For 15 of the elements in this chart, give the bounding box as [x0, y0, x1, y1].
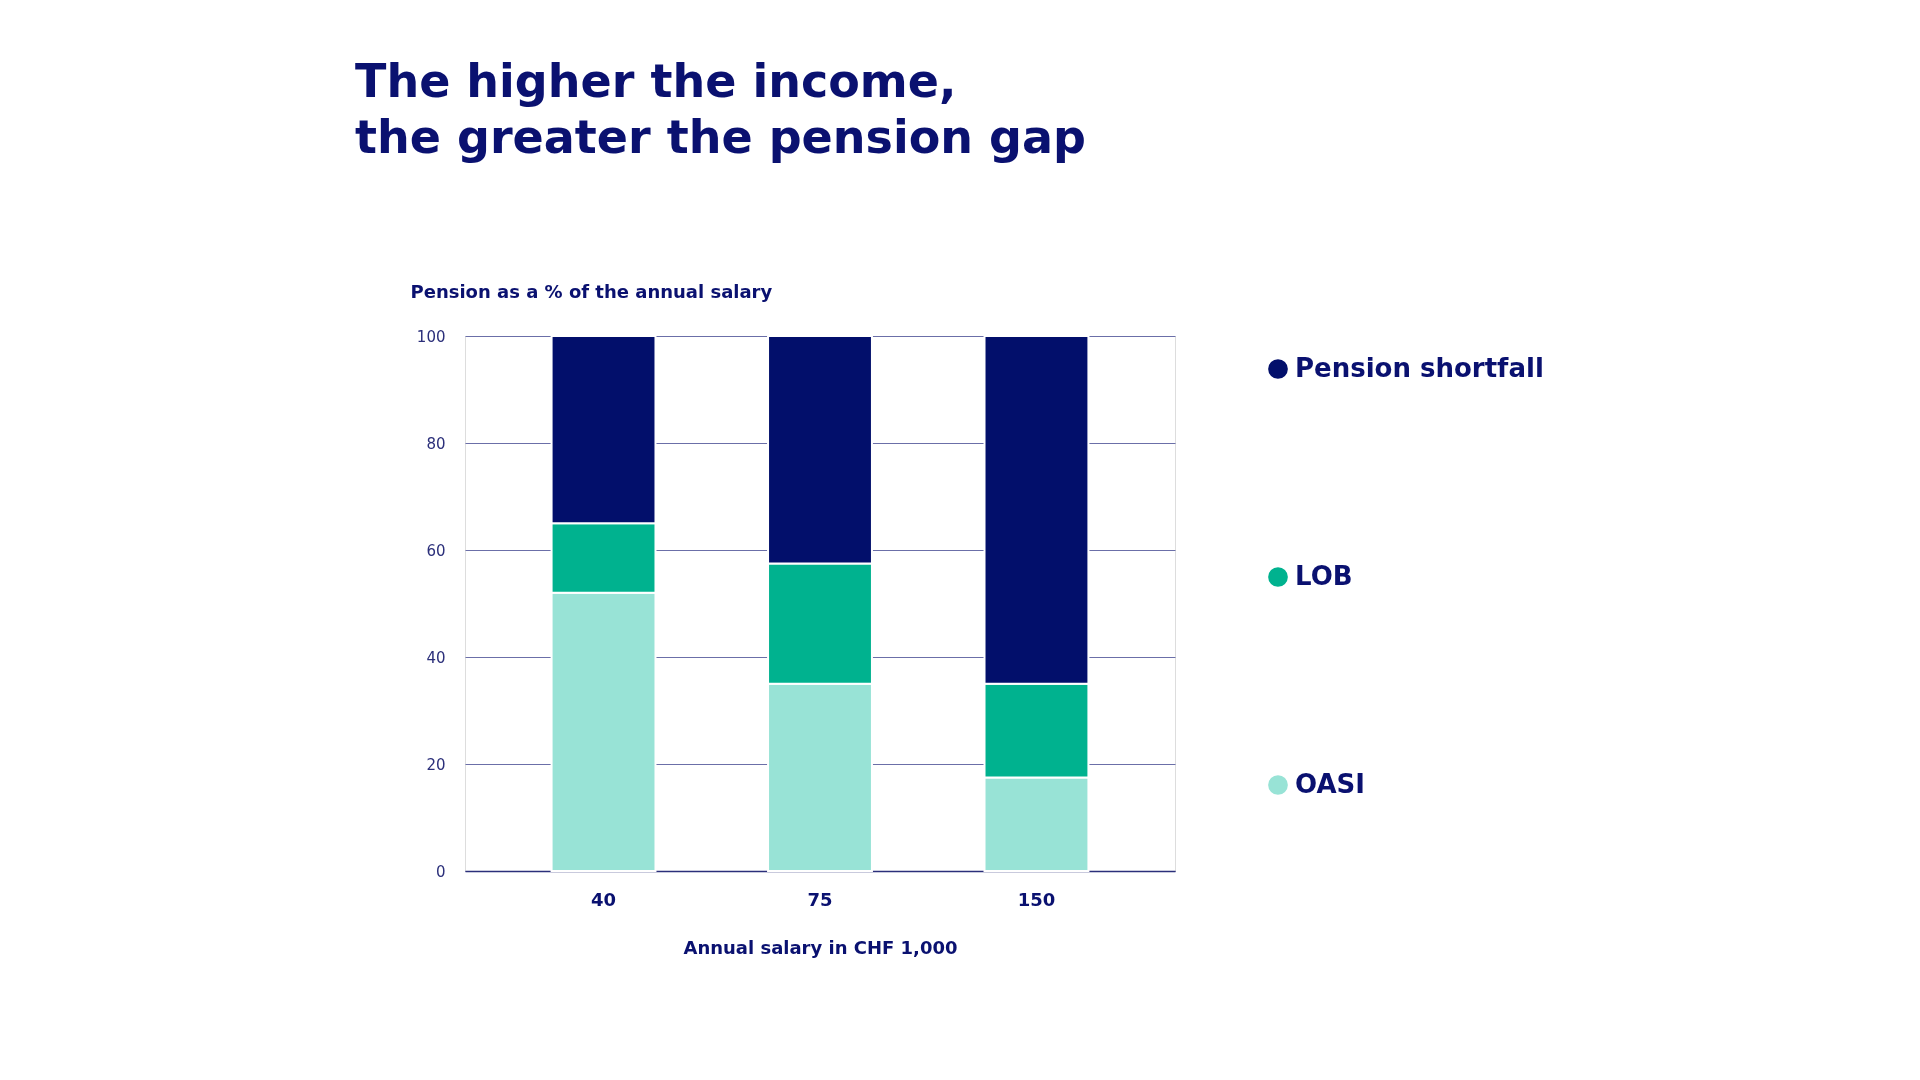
y-tick-label: 60: [426, 541, 446, 560]
chart-title: The higher the income, the greater the pension gap: [355, 54, 1086, 164]
y-tick-label: 80: [426, 434, 446, 453]
y-axis-title: Pension as a % of the annual salary: [410, 280, 773, 302]
y-tick-label: 0: [435, 862, 446, 881]
legend-label: OASI: [1295, 769, 1365, 799]
y-tick-label: 40: [426, 648, 446, 667]
x-axis-title: Annual salary in CHF 1,000: [683, 936, 958, 958]
x-tick-label: 150: [1017, 888, 1056, 910]
x-tick-label: 40: [591, 888, 617, 910]
x-tick-label: 75: [807, 888, 833, 910]
y-tick-label: 100: [416, 327, 446, 346]
legend-label: LOB: [1295, 561, 1353, 591]
legend-label: Pension shortfall: [1295, 353, 1544, 383]
y-tick-label: 20: [426, 755, 446, 774]
